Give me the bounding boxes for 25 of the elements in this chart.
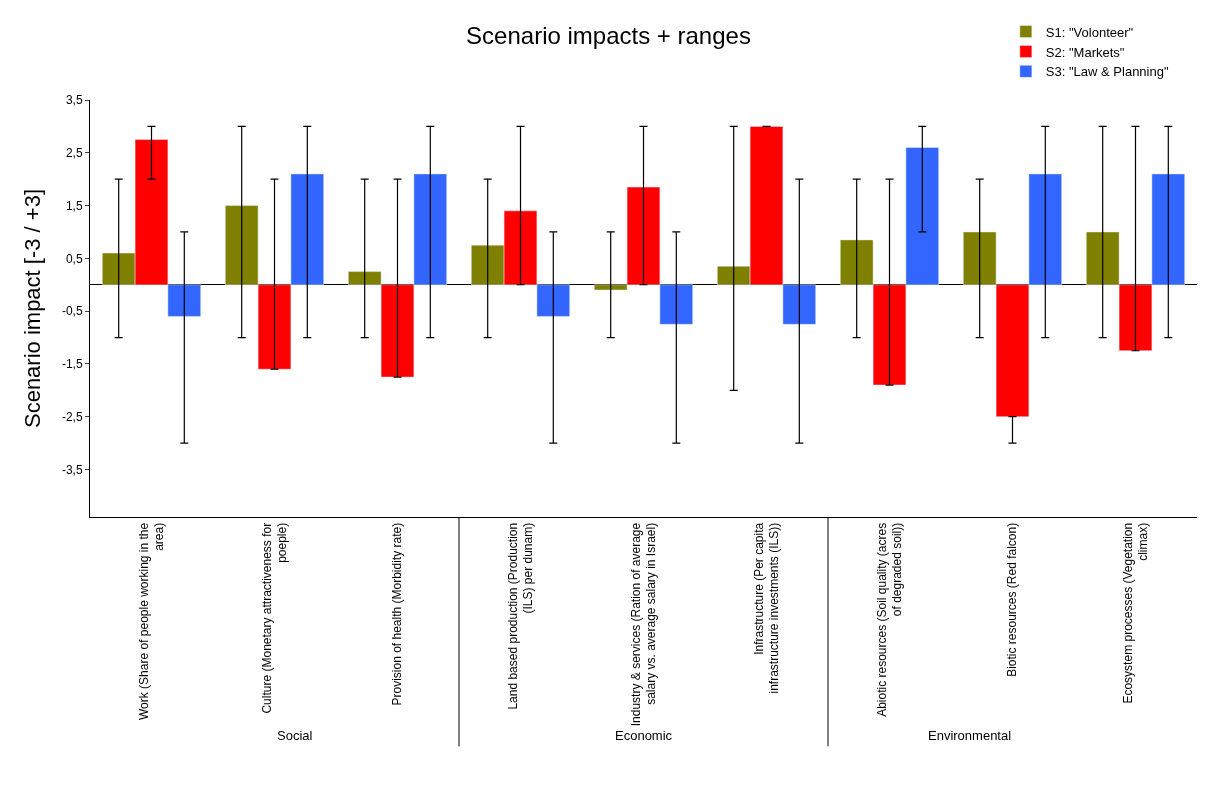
y-tick-label: 3,5 [65,93,83,108]
legend-label: S1: "Volonteer" [1045,24,1134,40]
text: Environmental [928,728,1012,743]
legend-label: S3: "Law & Planning" [1045,64,1169,80]
y-axis-title: Scenario impact [-3 / +3] [19,188,45,429]
x-tick-label: Work (Share of people working in the area) [136,522,167,721]
x-tick-label: Abiotic resources (Soil quality (acres of degraded soil)) [874,522,905,717]
x-tick-label: Ecosystem processes (Vegetation climax) [1120,522,1151,704]
y-tick-label: 0,5 [65,251,83,266]
x-tick-label: Industry & services (Ration of average salary vs. average salary in Israel) [628,522,659,727]
x-tick-label: Land based production (Production (ILS) per dunam) [505,522,536,710]
x-tick-label: Biotic resources (Red falcon) [1005,522,1020,677]
chart-title: Scenario impacts + ranges [466,22,751,50]
legend-label: S2: "Markets" [1045,44,1125,60]
y-tick-label: 1,5 [65,198,83,213]
y-tick-label: 2,5 [65,145,83,160]
y-tick-label: -1,5 [61,357,83,372]
x-tick-label: Provision of health (Morbidity rate) [390,522,405,706]
y-tick-label: -3,5 [61,462,83,477]
x-tick-label: Culture (Monetary attractiveness for poeple) [259,522,290,714]
y-tick-label: -2,5 [61,409,83,424]
y-tick-label: -0,5 [61,304,83,319]
text: Economic [615,728,673,743]
x-tick-label: Infrastructure (Per capita infrastructure investments (ILS)) [751,522,782,694]
text: Social [277,728,313,743]
